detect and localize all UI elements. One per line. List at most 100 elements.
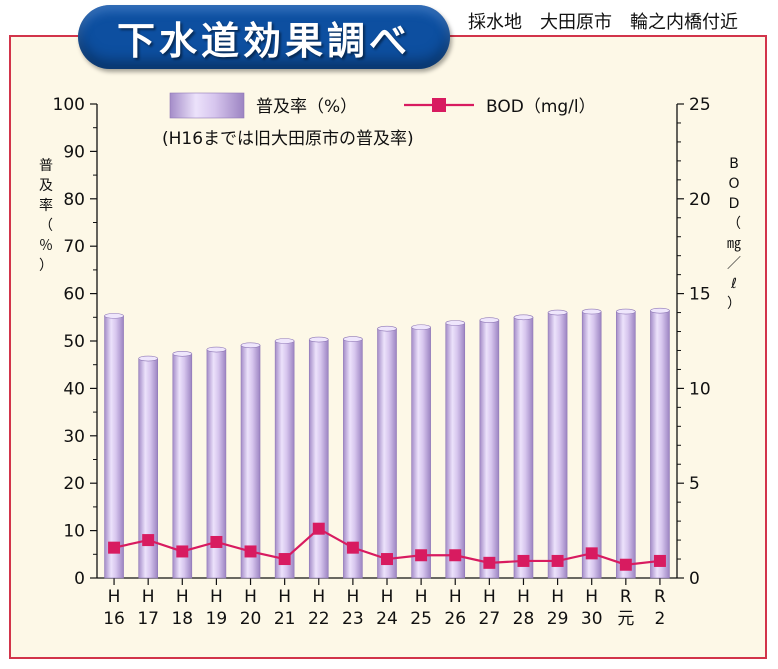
x-tick-era: H bbox=[449, 587, 462, 607]
bar bbox=[581, 308, 602, 579]
x-tick-year: 23 bbox=[342, 609, 364, 629]
bar-cap bbox=[616, 308, 636, 315]
x-tick-year: 2 bbox=[655, 609, 666, 629]
x-tick-era: H bbox=[210, 587, 223, 607]
x-tick-era: H bbox=[108, 587, 121, 607]
x-tick-year: 24 bbox=[376, 609, 398, 629]
bod-point bbox=[449, 549, 462, 562]
bar-cap bbox=[411, 324, 431, 331]
bar-body bbox=[308, 339, 329, 579]
bar-cap bbox=[206, 346, 227, 353]
bar-cap bbox=[377, 325, 397, 332]
x-tick-year: 25 bbox=[410, 609, 432, 629]
bod-point bbox=[517, 554, 530, 567]
x-tick-era: H bbox=[312, 587, 325, 607]
x-tick-year: 28 bbox=[513, 609, 535, 629]
left-tick-label: 30 bbox=[63, 427, 85, 447]
page-title: 下水道効果調べ bbox=[116, 18, 411, 63]
bar-body bbox=[581, 311, 602, 579]
bar-body bbox=[650, 310, 670, 579]
bar bbox=[445, 320, 466, 579]
bod-point bbox=[278, 553, 291, 566]
bar-cap bbox=[308, 336, 329, 343]
left-tick-label: 100 bbox=[53, 95, 85, 115]
bar bbox=[172, 350, 193, 579]
bar bbox=[308, 336, 329, 579]
bar-body bbox=[445, 322, 466, 579]
sampling-location: 採水地 大田原市 輪之内橋付近 bbox=[468, 12, 738, 33]
bar-cap bbox=[547, 309, 568, 316]
left-tick-label: 20 bbox=[63, 474, 85, 494]
bar bbox=[616, 308, 636, 579]
title-banner: 下水道効果調べ bbox=[78, 5, 450, 69]
x-tick-era: H bbox=[244, 587, 257, 607]
bar bbox=[377, 325, 397, 579]
bar-cap bbox=[513, 314, 534, 321]
bar-body bbox=[274, 340, 295, 579]
right-tick-label: 10 bbox=[689, 379, 711, 399]
right-tick-label: 25 bbox=[689, 95, 711, 115]
bar-body bbox=[104, 315, 124, 579]
bar-cap bbox=[479, 317, 500, 323]
x-tick-year: 21 bbox=[274, 609, 296, 629]
x-tick-year: 17 bbox=[137, 609, 159, 629]
x-tick-era: H bbox=[551, 587, 564, 607]
legend-label-bod: BOD（mg/l） bbox=[486, 97, 596, 117]
bar bbox=[547, 309, 568, 579]
left-tick-label: 10 bbox=[63, 522, 85, 542]
bar bbox=[650, 307, 670, 579]
bar-body bbox=[240, 344, 261, 579]
legend-label-coverage: 普及率（%） bbox=[256, 97, 357, 117]
bar bbox=[274, 338, 295, 579]
bar-cap bbox=[581, 308, 602, 315]
x-tick-year: 29 bbox=[547, 609, 569, 629]
x-tick-year: 元 bbox=[617, 609, 634, 629]
bar-cap bbox=[172, 350, 193, 357]
left-tick-label: 40 bbox=[63, 379, 85, 399]
bar-body bbox=[377, 328, 397, 579]
bod-point bbox=[653, 554, 666, 567]
bod-point bbox=[381, 553, 393, 566]
bar-cap bbox=[274, 338, 295, 344]
x-tick-era: R bbox=[620, 587, 632, 607]
left-tick-label: 70 bbox=[63, 237, 85, 257]
x-tick-era: H bbox=[483, 587, 496, 607]
x-tick-era: H bbox=[346, 587, 359, 607]
bar-body bbox=[547, 312, 568, 579]
bar-body bbox=[479, 319, 500, 579]
x-tick-era: H bbox=[517, 587, 530, 607]
bar bbox=[513, 314, 534, 579]
bar-cap bbox=[240, 342, 261, 349]
x-tick-era: H bbox=[415, 587, 428, 607]
bod-point bbox=[210, 535, 223, 548]
bar bbox=[411, 324, 431, 579]
x-tick-year: 22 bbox=[308, 609, 330, 629]
bod-point bbox=[244, 545, 257, 558]
x-tick-year: 27 bbox=[479, 609, 501, 629]
bod-point bbox=[619, 558, 632, 571]
x-tick-era: R bbox=[654, 587, 666, 607]
x-tick-era: H bbox=[278, 587, 291, 607]
left-tick-label: 60 bbox=[63, 285, 85, 305]
bod-point bbox=[585, 547, 598, 560]
bod-point bbox=[346, 541, 359, 554]
x-tick-year: 30 bbox=[581, 609, 603, 629]
bar bbox=[206, 346, 227, 579]
bar bbox=[343, 336, 363, 579]
bod-point bbox=[551, 554, 564, 567]
legend-swatch-bar bbox=[169, 92, 245, 119]
right-axis-title: B O D （㎎／ ℓ） bbox=[727, 156, 741, 312]
left-axis-title: 普及率（％） bbox=[39, 158, 53, 274]
legend-swatch-marker bbox=[432, 98, 446, 112]
bar-cap bbox=[445, 320, 466, 326]
bar bbox=[240, 342, 261, 579]
bar-body bbox=[411, 326, 431, 579]
bod-point bbox=[176, 545, 189, 558]
left-tick-label: 90 bbox=[63, 142, 85, 162]
bar-cap bbox=[138, 355, 158, 362]
left-tick-label: 0 bbox=[74, 569, 85, 589]
bod-point bbox=[108, 541, 121, 554]
bod-point bbox=[483, 556, 496, 569]
x-tick-year: 18 bbox=[171, 609, 193, 629]
